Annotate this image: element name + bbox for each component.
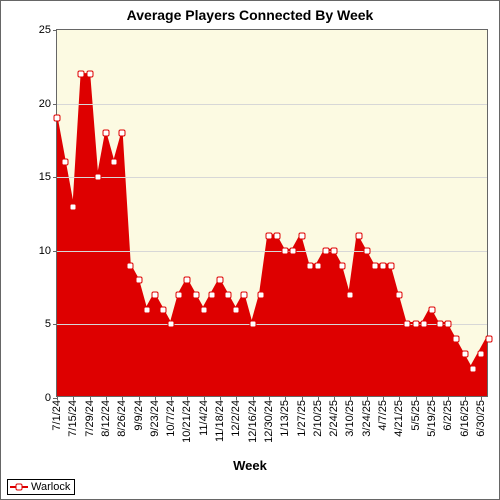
data-point-marker — [445, 321, 452, 328]
legend: Warlock — [7, 479, 75, 495]
data-point-marker — [428, 306, 435, 313]
data-point-marker — [70, 203, 77, 210]
data-point-marker — [396, 291, 403, 298]
data-point-marker — [208, 291, 215, 298]
data-point-marker — [274, 233, 281, 240]
chart-title: Average Players Connected By Week — [1, 7, 499, 23]
x-tick-label: 11/4/24 — [198, 396, 210, 436]
data-point-marker — [437, 321, 444, 328]
data-point-marker — [257, 291, 264, 298]
x-tick-label: 1/13/25 — [279, 396, 291, 437]
area-series — [57, 30, 487, 396]
data-point-marker — [290, 247, 297, 254]
x-tick-label: 10/21/24 — [181, 396, 193, 443]
x-tick-label: 2/24/25 — [328, 396, 340, 437]
data-point-marker — [78, 71, 85, 78]
data-point-marker — [461, 350, 468, 357]
x-tick-label: 3/24/25 — [361, 396, 373, 437]
data-point-marker — [404, 321, 411, 328]
data-point-marker — [314, 262, 321, 269]
x-tick-label: 5/19/25 — [426, 396, 438, 437]
data-point-marker — [143, 306, 150, 313]
data-point-marker — [86, 71, 93, 78]
x-tick-label: 6/16/25 — [459, 396, 471, 437]
data-point-marker — [282, 247, 289, 254]
x-tick-label: 9/9/24 — [133, 396, 145, 431]
data-point-marker — [135, 277, 142, 284]
data-point-marker — [363, 247, 370, 254]
x-tick-label: 10/7/24 — [165, 396, 177, 437]
data-point-marker — [111, 159, 118, 166]
x-tick-label: 9/23/24 — [149, 396, 161, 437]
y-tick-label: 5 — [45, 318, 57, 330]
data-point-marker — [347, 291, 354, 298]
plot-area: 05101520257/1/247/15/247/29/248/12/248/2… — [56, 29, 488, 397]
x-tick-label: 5/5/25 — [410, 396, 422, 431]
data-point-marker — [241, 291, 248, 298]
data-point-marker — [184, 277, 191, 284]
x-tick-label: 8/26/24 — [116, 396, 128, 437]
data-point-marker — [54, 115, 61, 122]
data-point-marker — [486, 336, 493, 343]
x-tick-label: 4/7/25 — [377, 396, 389, 431]
data-point-marker — [339, 262, 346, 269]
data-point-marker — [331, 247, 338, 254]
gridline — [57, 177, 487, 178]
gridline — [57, 104, 487, 105]
data-point-marker — [102, 130, 109, 137]
data-point-marker — [388, 262, 395, 269]
gridline — [57, 251, 487, 252]
x-tick-label: 3/10/25 — [344, 396, 356, 437]
y-tick-label: 20 — [39, 98, 57, 110]
y-tick-label: 10 — [39, 245, 57, 257]
data-point-marker — [249, 321, 256, 328]
data-point-marker — [322, 247, 329, 254]
data-point-marker — [371, 262, 378, 269]
x-tick-label: 1/27/25 — [296, 396, 308, 437]
x-tick-label: 2/10/25 — [312, 396, 324, 437]
data-point-marker — [159, 306, 166, 313]
data-point-marker — [298, 233, 305, 240]
x-tick-label: 4/21/25 — [393, 396, 405, 437]
data-point-marker — [412, 321, 419, 328]
data-point-marker — [355, 233, 362, 240]
data-point-marker — [477, 350, 484, 357]
data-point-marker — [453, 336, 460, 343]
data-point-marker — [151, 291, 158, 298]
legend-swatch — [10, 482, 28, 492]
data-point-marker — [265, 233, 272, 240]
data-point-marker — [94, 174, 101, 181]
data-point-marker — [225, 291, 232, 298]
x-tick-label: 12/30/24 — [263, 396, 275, 443]
data-point-marker — [420, 321, 427, 328]
y-tick-label: 25 — [39, 24, 57, 36]
x-tick-label: 6/2/25 — [442, 396, 454, 431]
x-tick-label: 12/2/24 — [230, 396, 242, 437]
data-point-marker — [176, 291, 183, 298]
chart-frame: Average Players Connected By Week Player… — [0, 0, 500, 500]
x-tick-label: 7/29/24 — [84, 396, 96, 437]
data-point-marker — [200, 306, 207, 313]
data-point-marker — [217, 277, 224, 284]
x-tick-label: 7/1/24 — [51, 396, 63, 431]
data-point-marker — [380, 262, 387, 269]
x-axis-label: Week — [1, 458, 499, 473]
x-tick-label: 11/18/24 — [214, 396, 226, 442]
x-tick-label: 8/12/24 — [100, 396, 112, 437]
data-point-marker — [192, 291, 199, 298]
data-point-marker — [168, 321, 175, 328]
x-tick-label: 6/30/25 — [475, 396, 487, 437]
legend-label: Warlock — [31, 481, 70, 493]
data-point-marker — [127, 262, 134, 269]
data-point-marker — [469, 365, 476, 372]
data-point-marker — [62, 159, 69, 166]
data-point-marker — [233, 306, 240, 313]
data-point-marker — [119, 130, 126, 137]
y-tick-label: 15 — [39, 171, 57, 183]
data-point-marker — [306, 262, 313, 269]
x-tick-label: 12/16/24 — [247, 396, 259, 443]
x-tick-label: 7/15/24 — [67, 396, 79, 437]
